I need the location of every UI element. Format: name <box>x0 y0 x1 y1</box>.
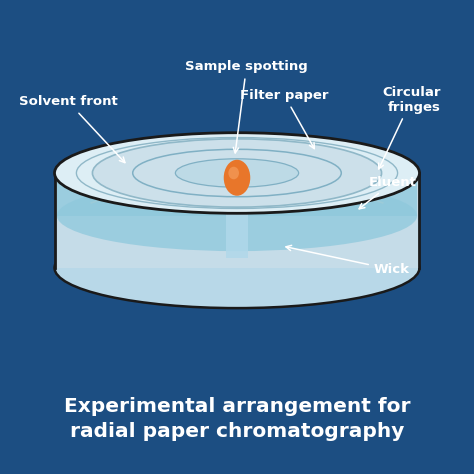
Ellipse shape <box>92 139 382 207</box>
Polygon shape <box>226 173 248 258</box>
Ellipse shape <box>57 180 417 251</box>
Ellipse shape <box>55 133 419 213</box>
Text: Sample spotting: Sample spotting <box>185 61 308 153</box>
Text: Solvent front: Solvent front <box>19 95 125 163</box>
Text: Filter paper: Filter paper <box>240 89 328 149</box>
Ellipse shape <box>175 159 299 187</box>
Polygon shape <box>57 173 417 216</box>
Text: Experimental arrangement for
radial paper chromatography: Experimental arrangement for radial pape… <box>64 398 410 441</box>
Ellipse shape <box>55 228 419 308</box>
Text: Circular
fringes: Circular fringes <box>379 85 441 169</box>
Polygon shape <box>55 173 419 268</box>
Ellipse shape <box>228 167 239 179</box>
Ellipse shape <box>224 160 250 196</box>
Text: Eluent: Eluent <box>359 176 416 209</box>
Text: Wick: Wick <box>286 246 410 276</box>
